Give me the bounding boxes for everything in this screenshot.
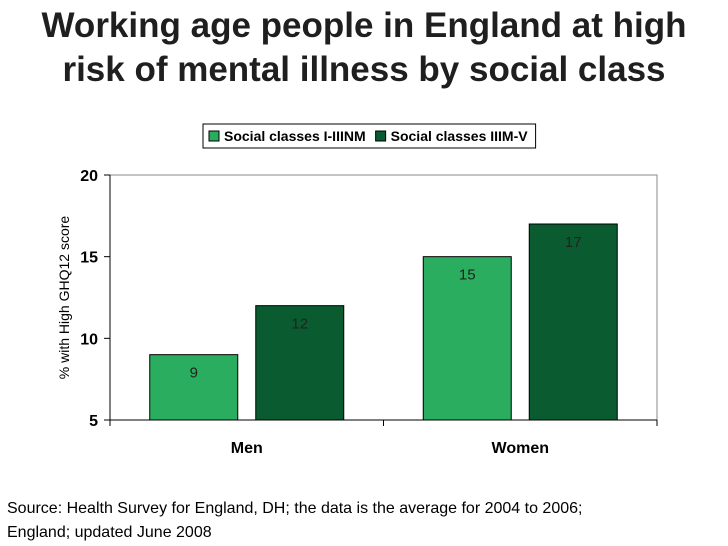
title-line-2: risk of mental illness by social class xyxy=(62,50,666,89)
data-labels: 9 15 12 17 xyxy=(190,234,582,382)
source-line-2: England; updated June 2008 xyxy=(7,524,212,541)
bar xyxy=(255,305,345,421)
y-tick-label: 10 xyxy=(80,331,98,348)
legend-label: Social classes I-IIINM xyxy=(224,128,366,144)
y-tick-label: 20 xyxy=(80,168,98,185)
title-line-1: Working age people in England at high xyxy=(41,6,687,45)
data-label: 15 xyxy=(459,267,476,284)
y-tick-label: 15 xyxy=(80,250,98,267)
source-line-1: Source: Health Survey for England, DH; t… xyxy=(7,500,583,517)
legend-label: Social classes IIIM-V xyxy=(391,128,529,144)
bar xyxy=(149,354,239,421)
x-tick-label: Women xyxy=(492,440,549,457)
data-label: 9 xyxy=(190,365,198,382)
bars xyxy=(149,223,618,421)
bar xyxy=(422,256,512,421)
legend-box xyxy=(202,123,537,149)
data-label: 12 xyxy=(291,316,308,333)
legend: Social classes I-IIINM Social classes III… xyxy=(202,123,537,149)
x-tick-label: Men xyxy=(231,440,263,457)
y-tick-label: 5 xyxy=(89,413,98,430)
slide-title: Working age people in England at high ri… xyxy=(0,4,728,92)
bar xyxy=(528,223,618,421)
source-note: Source: Health Survey for England, DH; t… xyxy=(7,497,722,545)
y-axis-title: % with High GHQ12 score xyxy=(56,216,72,380)
data-label: 17 xyxy=(565,234,582,251)
legend-swatch xyxy=(375,130,387,142)
legend-swatch xyxy=(208,130,220,142)
